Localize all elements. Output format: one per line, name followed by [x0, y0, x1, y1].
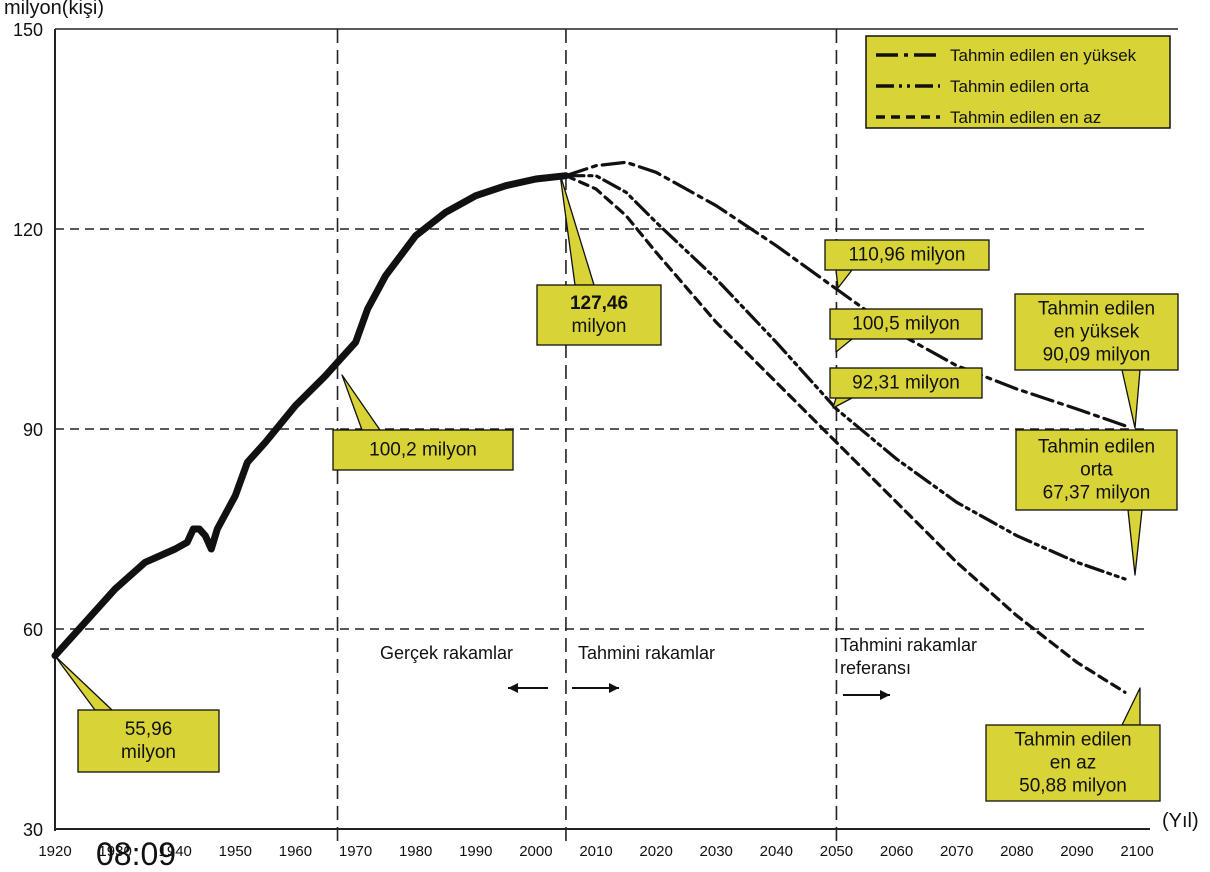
arrow-estimated-head — [609, 683, 619, 693]
note-real-figures: Gerçek rakamlar — [380, 643, 513, 663]
legend-label-2: Tahmin edilen orta — [950, 77, 1089, 96]
callout-text-line: Tahmin edilen — [1038, 299, 1155, 320]
callout-box — [536, 284, 662, 346]
callout-pointer — [341, 374, 381, 431]
callout-box — [829, 367, 983, 399]
x-tick-label-2090: 2090 — [1060, 843, 1093, 860]
callout-box — [985, 724, 1161, 802]
callout-box — [829, 308, 983, 340]
arrow-real-head — [508, 683, 518, 693]
callout-text-line: 100,5 milyon — [852, 314, 960, 335]
x-tick-label-1970: 1970 — [339, 843, 372, 860]
x-tick-label-1940: 1940 — [159, 843, 192, 860]
series-line-mid — [564, 174, 1127, 581]
y-axis-title: milyon(kişi) — [4, 0, 104, 19]
x-tick-label-2070: 2070 — [940, 843, 973, 860]
x-tick-label-2010: 2010 — [579, 843, 612, 860]
callout-text-line: en az — [1050, 753, 1096, 774]
x-tick-label-2080: 2080 — [1000, 843, 1033, 860]
arrow-reference-head — [880, 690, 890, 700]
callout-box — [824, 239, 990, 271]
callout-pointer — [832, 397, 853, 409]
callout-a1967: 100,2 milyon — [332, 374, 514, 471]
x-tick-label-1980: 1980 — [399, 843, 432, 860]
y-tick-label-90: 90 — [23, 420, 43, 440]
y-tick-label-60: 60 — [23, 620, 43, 640]
callout-text-line: orta — [1080, 460, 1113, 481]
callout-text-line: milyon — [572, 316, 627, 337]
callout-text-line: 50,88 milyon — [1019, 776, 1127, 797]
x-tick-label-2030: 2030 — [700, 843, 733, 860]
series-line-low — [564, 174, 1127, 694]
legend-label-3: Tahmin edilen en az — [950, 108, 1101, 127]
x-tick-label-2050: 2050 — [820, 843, 853, 860]
callout-text-line: 67,37 milyon — [1043, 483, 1151, 504]
callout-text-line: Tahmin edilen — [1014, 730, 1131, 751]
callout-text-line: Tahmin edilen — [1038, 437, 1155, 458]
callout-text-line: en yüksek — [1054, 322, 1140, 343]
x-axis-title: (Yıl) — [1162, 810, 1199, 832]
callout-box — [77, 709, 220, 773]
note-reference-line2: referansı — [840, 658, 911, 678]
callout-text-line: 110,96 milyon — [849, 245, 966, 266]
callout-text-line: 100,2 milyon — [369, 440, 477, 461]
x-tick-label-2000: 2000 — [519, 843, 552, 860]
legend: Tahmin edilen en yüksek Tahmin edilen ort… — [865, 35, 1171, 129]
x-tick-label-2060: 2060 — [880, 843, 913, 860]
callout-box — [1014, 293, 1179, 371]
callout-box — [1015, 429, 1178, 511]
legend-label-1: Tahmin edilen en yüksek — [950, 46, 1137, 65]
x-tick-label-1990: 1990 — [459, 843, 492, 860]
callout-text-line: 92,31 milyon — [852, 373, 960, 394]
note-estimated-figures: Tahmini rakamlar — [578, 643, 715, 663]
series-line-high — [564, 160, 1127, 428]
series-line-actual — [51, 172, 570, 660]
callout-pointer — [1127, 509, 1143, 576]
callout-pointer — [835, 269, 853, 289]
x-tick-label-1950: 1950 — [219, 843, 252, 860]
legend-box — [865, 35, 1171, 129]
callout-text-line: 55,96 — [125, 719, 173, 740]
x-tick-label-2040: 2040 — [760, 843, 793, 860]
callout-pointer — [1121, 369, 1141, 429]
callout-alow2050: 92,31 milyon — [829, 367, 983, 409]
x-tick-label-1930: 1930 — [98, 843, 131, 860]
callout-pointer — [54, 655, 113, 711]
x-tick-label-2020: 2020 — [639, 843, 672, 860]
callout-text-line: milyon — [121, 742, 176, 763]
x-tick-label-1920: 1920 — [38, 843, 71, 860]
callout-text-line: 127,46 — [570, 293, 628, 314]
callout-pointer — [835, 338, 853, 353]
callout-amid2050: 100,5 milyon — [829, 308, 983, 353]
note-reference-line1: Tahmini rakamlar — [840, 635, 977, 655]
x-tick-label-2100: 2100 — [1120, 843, 1153, 860]
callout-text-line: 90,09 milyon — [1043, 345, 1151, 366]
y-tick-label-150: 150 — [13, 20, 43, 40]
x-tick-label-1960: 1960 — [279, 843, 312, 860]
callout-box — [332, 429, 514, 471]
status-clock: 08:09 — [96, 836, 177, 872]
callout-ahigh2050: 110,96 milyon — [824, 239, 990, 289]
y-tick-label-30: 30 — [23, 820, 43, 840]
y-tick-label-120: 120 — [13, 220, 43, 240]
